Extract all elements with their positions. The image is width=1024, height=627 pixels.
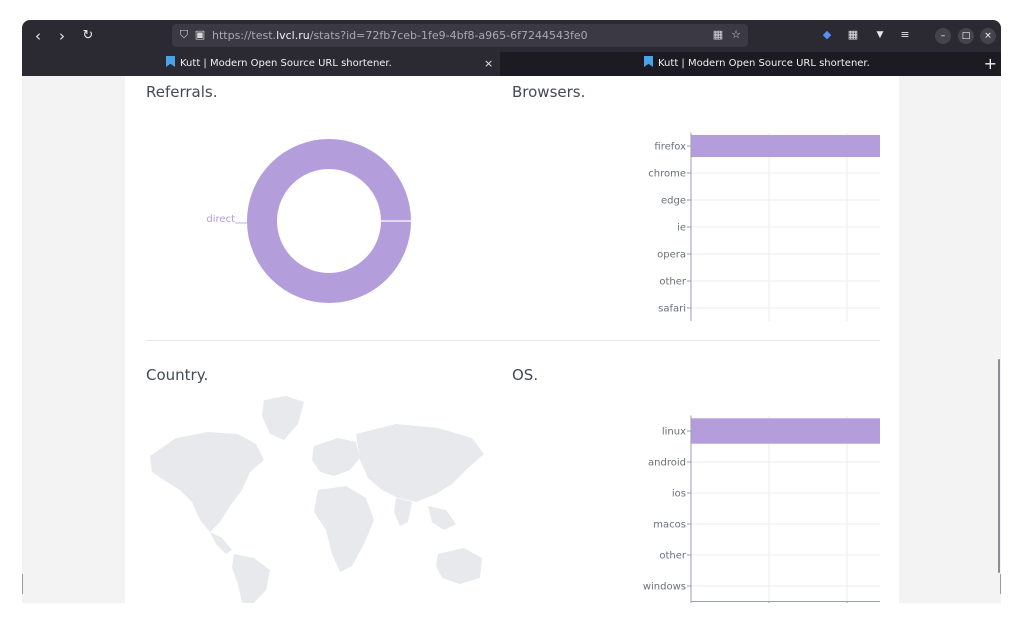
browsers-y-tick-label: firefox: [654, 142, 686, 153]
address-bar[interactable]: ⛉ ▣ https://test.lvcl.ru/stats?id=72fb7c…: [172, 24, 748, 47]
os-y-tick-label: android: [648, 458, 686, 469]
map-asia: [356, 424, 484, 502]
map-south-america: [232, 554, 270, 603]
map-greenland: [262, 396, 304, 440]
os-y-tick-label: ios: [672, 489, 686, 500]
map-australia: [436, 548, 482, 584]
world-map: [150, 396, 484, 603]
tab-2-label: Kutt | Modern Open Source URL shortener.: [658, 58, 870, 69]
maximize-window-icon[interactable]: □: [958, 28, 974, 44]
extension-shield-icon[interactable]: ◆: [822, 28, 832, 41]
lock-icon[interactable]: ▣: [194, 28, 206, 41]
os-title: OS.: [512, 366, 539, 384]
section-divider: [146, 340, 880, 341]
map-europe: [312, 438, 360, 476]
browsers-y-tick-label: chrome: [648, 169, 686, 180]
os-y-tick-label: macos: [653, 520, 686, 531]
tab-1-label: Kutt | Modern Open Source URL shortener.: [180, 58, 392, 69]
reload-icon[interactable]: ↻: [82, 28, 94, 43]
browser-window: ‹ › ↻ ⛉ ▣ https://test.lvcl.ru/stats?id=…: [22, 20, 1001, 603]
extensions-grid-icon[interactable]: ▦: [847, 28, 859, 41]
close-window-icon[interactable]: ×: [980, 28, 996, 44]
kutt-favicon-icon: [166, 56, 175, 67]
os-bar-linux[interactable]: [691, 418, 880, 444]
minimize-window-icon[interactable]: –: [935, 28, 951, 44]
os-y-tick-label: linux: [662, 427, 686, 438]
shield-icon[interactable]: ⛉: [179, 28, 189, 41]
referrals-donut-chart: direct: [206, 139, 411, 303]
window-edge-right: [1000, 574, 1001, 594]
os-y-tick-label: windows: [643, 582, 686, 593]
browsers-y-tick-label: opera: [657, 250, 686, 261]
forward-icon[interactable]: ›: [59, 27, 65, 45]
tab-1[interactable]: Kutt | Modern Open Source URL shortener.…: [22, 52, 500, 76]
back-icon[interactable]: ‹: [35, 27, 41, 45]
browser-toolbar: ‹ › ↻ ⛉ ▣ https://test.lvcl.ru/stats?id=…: [22, 20, 1001, 52]
menu-hamburger-icon[interactable]: ≡: [900, 28, 910, 41]
donut-label-direct: direct: [206, 214, 235, 225]
tab-strip: Kutt | Modern Open Source URL shortener.…: [22, 52, 1001, 76]
browsers-bar-chart: 00.250.50.751firefoxchromeedgeieoperaoth…: [648, 132, 880, 321]
map-north-america: [150, 432, 264, 532]
browsers-bar-firefox[interactable]: [691, 134, 880, 158]
page-scrollbar[interactable]: [998, 359, 1000, 573]
browsers-y-tick-label: ie: [677, 223, 686, 234]
browsers-y-tick-label: safari: [658, 304, 686, 315]
country-title: Country.: [146, 366, 209, 384]
new-tab-button[interactable]: +: [983, 54, 997, 73]
browsers-y-tick-label: edge: [661, 196, 686, 207]
bookmark-star-icon[interactable]: ☆: [731, 28, 741, 41]
dropdown-caret-icon[interactable]: ▼: [876, 30, 884, 40]
close-tab-icon[interactable]: ×: [484, 57, 494, 70]
page-content: Referrals. Browsers. direct 00.250.50.75…: [22, 76, 1001, 603]
url-text[interactable]: https://test.lvcl.ru/stats?id=72fb7ceb-1…: [212, 29, 588, 42]
map-southeast-asia: [428, 506, 456, 530]
tab-2[interactable]: Kutt | Modern Open Source URL shortener.: [502, 52, 972, 76]
os-bar-chart: 00.250.50.751linuxandroidiosmacosotherwi…: [643, 415, 880, 603]
map-africa: [314, 486, 374, 572]
referrals-title: Referrals.: [146, 83, 218, 101]
map-india: [394, 498, 412, 526]
os-y-tick-label: other: [659, 551, 687, 562]
kutt-favicon-icon: [644, 56, 653, 67]
window-edge-left: [22, 574, 23, 594]
qr-code-icon[interactable]: ▦: [712, 28, 724, 41]
map-central-america: [210, 532, 232, 554]
browsers-title: Browsers.: [512, 83, 586, 101]
stats-card: Referrals. Browsers. direct 00.250.50.75…: [125, 76, 899, 603]
donut-slice-direct[interactable]: [247, 139, 411, 303]
browsers-y-tick-label: other: [659, 277, 687, 288]
